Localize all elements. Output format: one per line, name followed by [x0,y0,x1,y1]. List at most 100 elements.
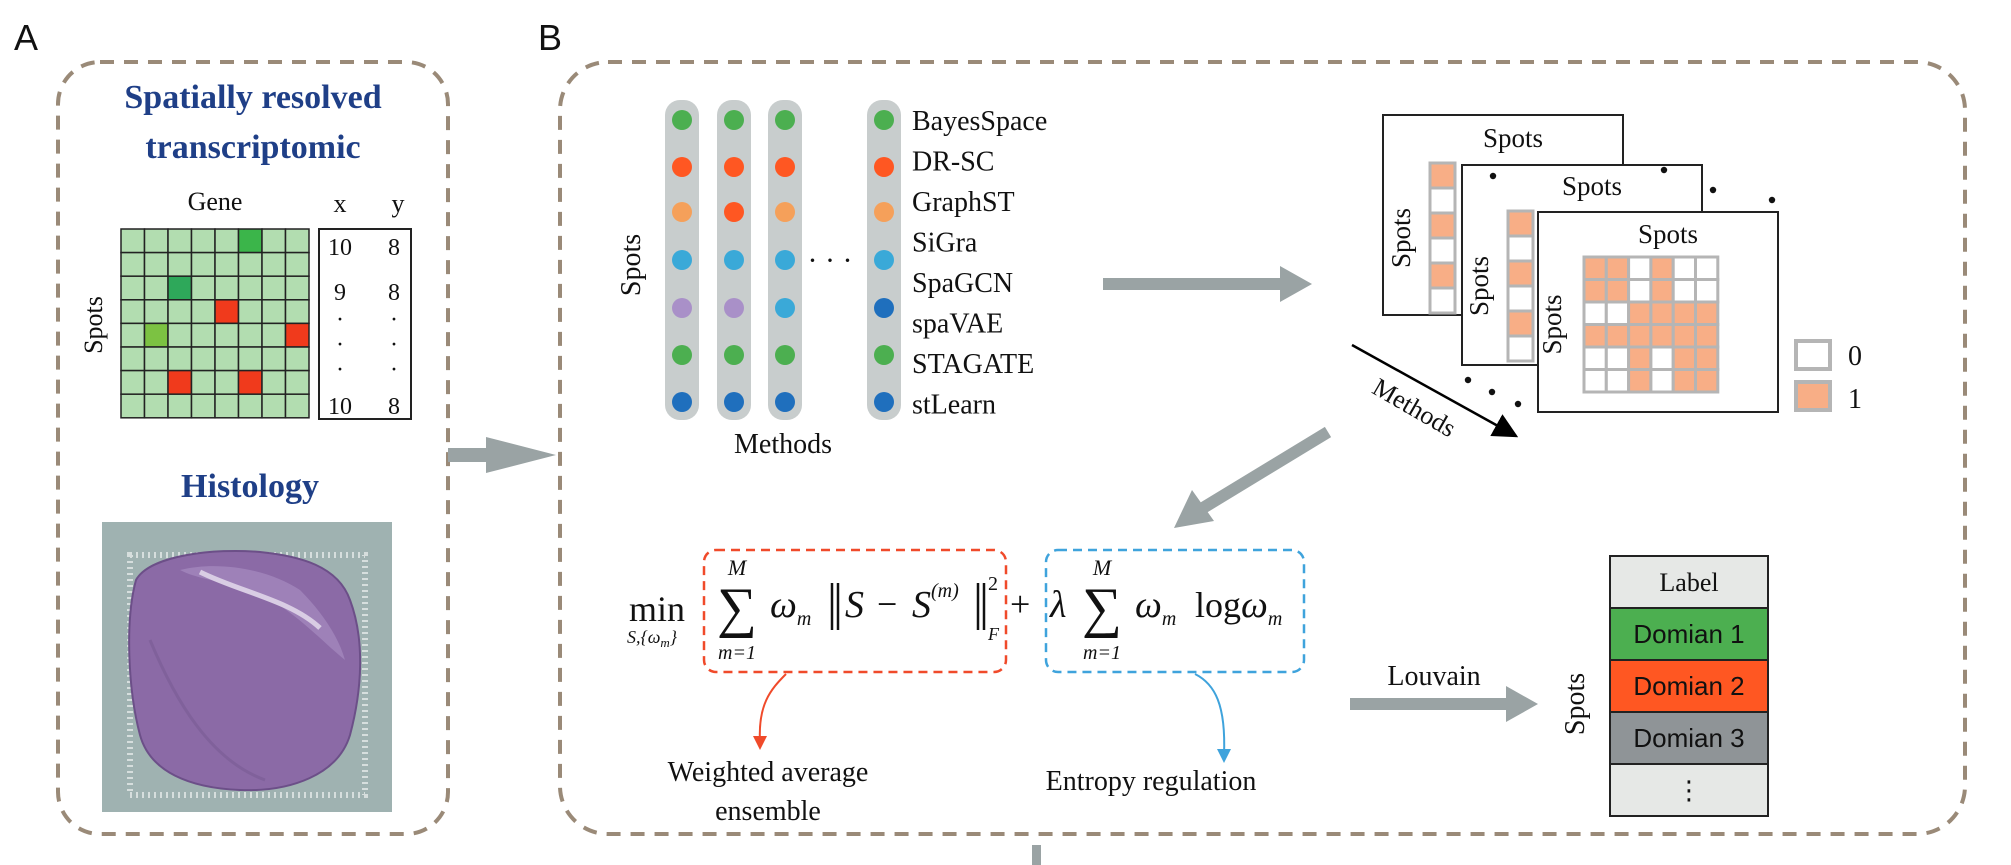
spot-dot [724,392,744,412]
gene-grid-cell [214,251,240,277]
matrix-title: Spots [1562,171,1622,201]
histology-title: Histology [181,468,319,505]
matrix-cell [1627,368,1653,394]
legend-zero-swatch [1794,339,1832,371]
matrix-cell [1506,234,1535,263]
panel-b-border [558,60,1967,836]
matrix-cell [1649,278,1675,304]
coord-x-value: 10 [328,394,352,420]
sum2-bottom: m=1 [1083,642,1121,664]
matrix-cell [1506,259,1535,288]
matrix-cell [1428,236,1457,265]
gene-grid-cell [143,275,169,301]
gene-grid-cell [167,251,193,277]
method-name: DR-SC [912,147,994,178]
matrix-title: Spots [1483,123,1543,153]
gene-grid-cell [214,228,240,254]
coord-y-value: 8 [388,280,400,306]
spot-dot [775,157,795,177]
method-name: SiGra [912,228,978,259]
legend-zero-label: 0 [1848,341,1862,372]
matrix-cell [1582,278,1608,304]
coord-header-y: y [392,189,405,218]
spot-dot [724,298,744,318]
louvain-label: Louvain [1387,661,1480,692]
gene-grid-cell [261,275,287,301]
matrix-cell [1582,300,1608,326]
method-name: stLearn [912,390,996,421]
matrix-cell [1506,309,1535,338]
result-row [1609,763,1769,817]
matrix-cell [1506,284,1535,313]
spot-dot [874,250,894,270]
gene-grid-cell [190,369,216,395]
gene-grid-cell [237,251,263,277]
matrix-cell [1428,161,1457,190]
gene-label: Gene [188,187,243,216]
spot-dot [724,202,744,222]
panel-b-letter: B [538,17,562,58]
matrix-cell [1694,368,1720,394]
gene-grid-cell [284,369,310,395]
matrix-cell [1604,368,1631,394]
matrix-cell [1604,300,1631,326]
gene-grid-cell [261,228,287,254]
gene-grid-cell [284,346,310,372]
formula-min: min [629,589,685,629]
matrix-cell [1627,323,1653,349]
gene-grid-cell [261,251,287,277]
matrix-cell [1582,255,1608,281]
result-row-label: Label [1659,568,1718,597]
gene-grid-cell [143,346,169,372]
gene-grid-cell [214,346,240,372]
coord-header-x: x [334,189,347,218]
matrix-cell [1428,186,1457,215]
sum1-top: M [727,555,748,580]
gene-grid-cell [167,275,193,301]
spot-dot [874,157,894,177]
formula-S-m: S(m) [912,580,959,626]
entropy-term-box [1044,548,1306,674]
formula-minus: − [877,584,897,624]
gene-grid-cell [214,299,240,325]
gene-grid-cell [214,369,240,395]
gene-grid-cell [261,299,287,325]
gene-grid-cell [120,299,146,325]
gene-grid-cell [237,275,263,301]
spot-dot [874,110,894,130]
matrix-cell [1627,255,1653,281]
spot-dot [775,392,795,412]
matrix-cell [1604,345,1631,371]
arrow-a-to-b [448,437,556,473]
stack-ellipsis-dot [1514,400,1522,408]
formula-lambda: λ [1049,584,1066,626]
stack-ellipsis-dot [1709,186,1717,194]
spot-dot [724,250,744,270]
coordinate-rows: 10 89 8· ·· ·· ·10 8 [328,235,400,420]
gene-grid-cell [237,369,263,395]
result-row [1609,711,1769,765]
spot-dot [775,202,795,222]
gene-grid-cell [190,275,216,301]
spot-dot [874,202,894,222]
coord-y-value: · [390,357,398,383]
spot-dot [672,298,692,318]
gene-grid-cell [284,251,310,277]
formula-omega-2: ωm [1135,584,1176,630]
domain-result-table: Label Domian 1 Domian 2 Domian 3 ⋮ [1609,555,1769,817]
matrix-cell [1694,323,1720,349]
gene-grid-cell [143,369,169,395]
matrix-cell [1506,209,1535,238]
legend-one-label: 1 [1848,384,1862,415]
spatial-title-line1: Spatially resolved [124,79,381,116]
coord-x-value: · [336,307,344,333]
result-row-label: ⋮ [1676,775,1702,805]
gene-grid-cell [167,228,193,254]
gene-grid-cell [120,251,146,277]
stack-ellipsis-dot [1768,196,1776,204]
gene-grid-cell [190,299,216,325]
matrix-cell [1694,278,1720,304]
matrix-cell [1649,368,1675,394]
coord-x-value: · [336,332,344,358]
formula-S: S [845,584,864,626]
